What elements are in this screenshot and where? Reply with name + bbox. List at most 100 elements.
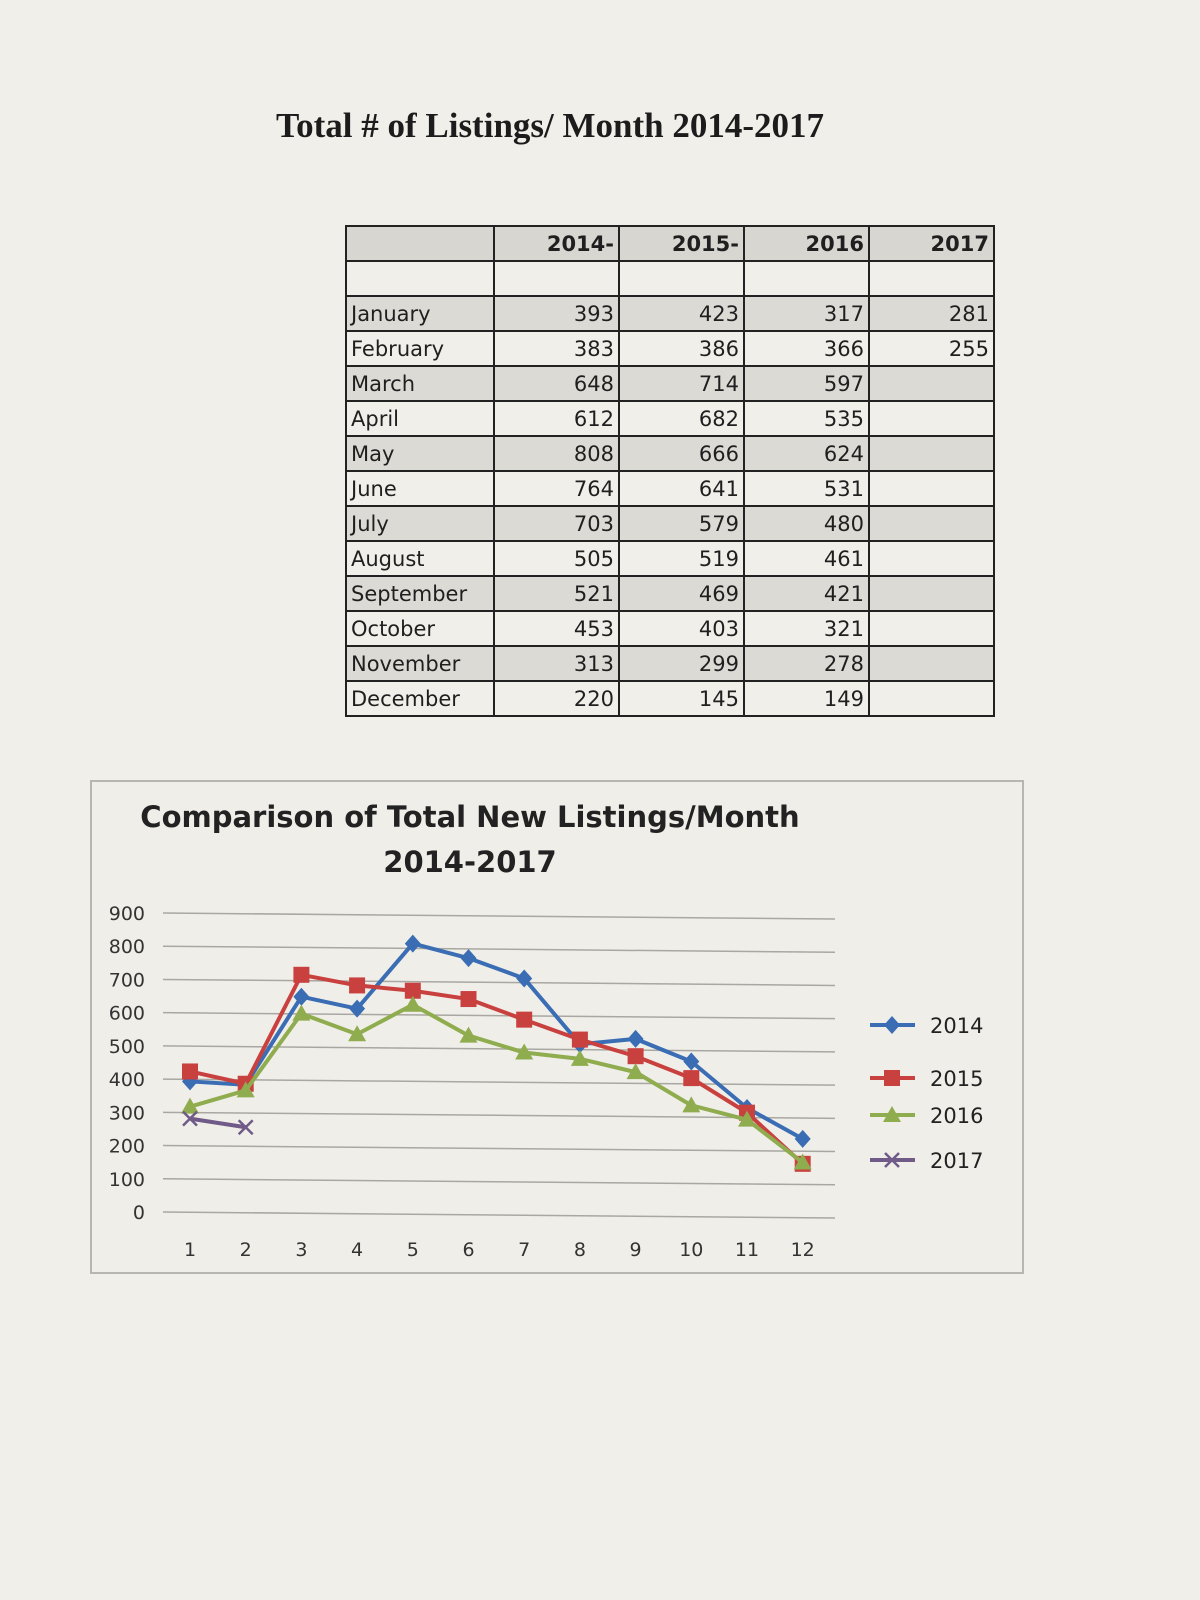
data-point-2016 — [626, 1063, 645, 1080]
value-cell: 366 — [743, 330, 870, 367]
month-cell: September — [345, 575, 495, 612]
legend-marker-2015 — [884, 1070, 900, 1086]
value-cell — [868, 610, 995, 647]
y-tick-label: 400 — [109, 1069, 145, 1091]
legend-label: 2014 — [930, 1014, 983, 1038]
gridline — [162, 912, 836, 920]
data-point-2014 — [794, 1129, 811, 1148]
series-line-2015 — [189, 972, 805, 1166]
data-point-2015 — [571, 1031, 588, 1048]
data-point-2015 — [627, 1048, 644, 1065]
document-title: Total # of Listings/ Month 2014-2017 — [275, 106, 825, 145]
legend-label: 2015 — [930, 1067, 983, 1091]
chart-title: Comparison of Total New Listings/Month 2… — [90, 795, 850, 885]
data-point-2016 — [570, 1049, 589, 1066]
value-cell: 597 — [743, 365, 870, 402]
chart-frame — [90, 780, 1024, 1274]
legend-label: 2016 — [930, 1104, 983, 1128]
month-cell: April — [345, 400, 495, 437]
data-point-2017 — [237, 1119, 254, 1136]
series-line-2014 — [189, 941, 804, 1141]
value-cell: 278 — [743, 645, 870, 682]
value-cell: 403 — [618, 610, 745, 647]
y-tick-label: 500 — [109, 1036, 145, 1058]
value-cell: 321 — [743, 610, 870, 647]
table-row: December 220 145 149 — [345, 680, 995, 717]
legend-label: 2017 — [930, 1149, 983, 1173]
value-cell: 423 — [618, 295, 745, 332]
table-row: June 764 641 531 — [345, 470, 995, 507]
month-cell: June — [345, 470, 495, 507]
value-cell: 641 — [618, 470, 745, 507]
value-cell: 299 — [618, 645, 745, 682]
data-point-2014 — [404, 934, 421, 953]
table-row: February 383 386 366 255 — [345, 330, 995, 367]
x-tick-label: 8 — [574, 1239, 586, 1261]
y-tick-label: 200 — [109, 1136, 145, 1158]
data-point-2016 — [738, 1110, 756, 1127]
x-tick-label: 11 — [735, 1239, 759, 1261]
value-cell: 145 — [618, 680, 745, 717]
value-cell: 469 — [618, 575, 745, 612]
data-point-2016 — [403, 995, 422, 1012]
data-point-2017 — [182, 1110, 198, 1127]
value-cell: 714 — [618, 365, 745, 402]
value-cell: 421 — [743, 575, 870, 612]
table-cell — [493, 260, 620, 297]
y-tick-label: 0 — [133, 1202, 145, 1224]
data-point-2016 — [515, 1043, 534, 1060]
month-cell: January — [345, 295, 495, 332]
value-cell: 281 — [868, 295, 995, 332]
data-point-2016 — [793, 1153, 812, 1170]
month-cell: December — [345, 680, 495, 717]
data-point-2014 — [349, 999, 366, 1018]
table-row: October 453 403 321 — [345, 610, 995, 647]
chart-title-line: Comparison of Total New Listings/Month — [140, 800, 800, 834]
y-tick-label: 700 — [109, 969, 145, 991]
value-cell — [868, 505, 995, 542]
x-tick-label: 5 — [407, 1239, 419, 1261]
gridline — [162, 1078, 836, 1086]
month-cell: October — [345, 610, 495, 647]
column-header: 2017 — [868, 225, 995, 262]
data-point-2015 — [349, 977, 366, 994]
gridline — [162, 1211, 836, 1219]
value-cell: 255 — [868, 330, 995, 367]
table-header-row: 2014- 2015- 2016 2017 — [345, 225, 995, 262]
value-cell: 808 — [493, 435, 620, 472]
table-cell — [868, 260, 995, 297]
data-point-2015 — [683, 1070, 700, 1087]
y-tick-label: 600 — [109, 1003, 145, 1025]
data-point-2016 — [292, 1004, 311, 1021]
value-cell: 393 — [493, 295, 620, 332]
data-point-2016 — [181, 1097, 199, 1114]
listings-table: 2014- 2015- 2016 2017 January 393 423 317 281 Fe… — [345, 225, 995, 717]
legend-marker-2014 — [884, 1016, 900, 1034]
table-row: November 313 299 278 — [345, 645, 995, 682]
gridline — [162, 1144, 836, 1153]
value-cell: 313 — [493, 645, 620, 682]
table-row: March 648 714 597 — [345, 365, 995, 402]
gridline — [162, 1111, 836, 1120]
value-cell — [868, 470, 995, 507]
value-cell: 624 — [743, 435, 870, 472]
value-cell: 666 — [618, 435, 745, 472]
y-tick-label: 300 — [109, 1102, 145, 1124]
x-tick-label: 9 — [630, 1239, 642, 1261]
value-cell: 648 — [493, 365, 620, 402]
value-cell: 480 — [743, 505, 870, 542]
column-header: 2015- — [618, 225, 745, 262]
x-tick-label: 6 — [462, 1239, 474, 1261]
x-tick-label: 1 — [184, 1239, 196, 1261]
value-cell: 220 — [493, 680, 620, 717]
table-cell — [345, 260, 495, 297]
data-point-2016 — [236, 1081, 255, 1098]
value-cell — [868, 365, 995, 402]
value-cell: 703 — [493, 505, 620, 542]
table-row: July 703 579 480 — [345, 505, 995, 542]
data-point-2016 — [682, 1096, 701, 1113]
table-cell — [618, 260, 745, 297]
value-cell: 149 — [743, 680, 870, 717]
x-tick-label: 3 — [295, 1239, 307, 1261]
data-point-2014 — [516, 969, 533, 988]
